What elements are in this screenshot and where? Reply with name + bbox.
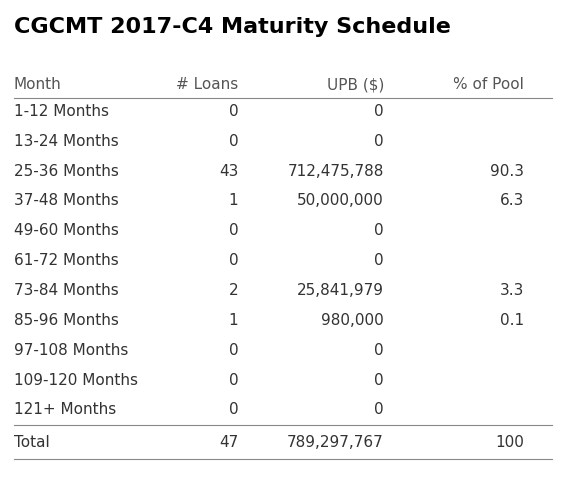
Text: 13-24 Months: 13-24 Months — [14, 134, 119, 149]
Text: 0: 0 — [374, 343, 384, 357]
Text: 0.1: 0.1 — [500, 313, 524, 328]
Text: 0: 0 — [229, 223, 238, 238]
Text: 25,841,979: 25,841,979 — [297, 283, 384, 298]
Text: 43: 43 — [219, 164, 238, 179]
Text: 0: 0 — [374, 402, 384, 417]
Text: 3.3: 3.3 — [500, 283, 524, 298]
Text: 980,000: 980,000 — [321, 313, 384, 328]
Text: 109-120 Months: 109-120 Months — [14, 373, 138, 388]
Text: 49-60 Months: 49-60 Months — [14, 223, 119, 238]
Text: 0: 0 — [374, 373, 384, 388]
Text: 6.3: 6.3 — [500, 193, 524, 208]
Text: 85-96 Months: 85-96 Months — [14, 313, 119, 328]
Text: 0: 0 — [374, 223, 384, 238]
Text: 0: 0 — [374, 104, 384, 119]
Text: 1: 1 — [229, 193, 238, 208]
Text: 0: 0 — [374, 134, 384, 149]
Text: 73-84 Months: 73-84 Months — [14, 283, 119, 298]
Text: 0: 0 — [229, 373, 238, 388]
Text: 97-108 Months: 97-108 Months — [14, 343, 128, 357]
Text: 50,000,000: 50,000,000 — [297, 193, 384, 208]
Text: 100: 100 — [495, 435, 524, 450]
Text: 2: 2 — [229, 283, 238, 298]
Text: CGCMT 2017-C4 Maturity Schedule: CGCMT 2017-C4 Maturity Schedule — [14, 17, 451, 37]
Text: 0: 0 — [229, 253, 238, 268]
Text: 121+ Months: 121+ Months — [14, 402, 116, 417]
Text: 0: 0 — [374, 253, 384, 268]
Text: 25-36 Months: 25-36 Months — [14, 164, 119, 179]
Text: 90.3: 90.3 — [490, 164, 524, 179]
Text: 0: 0 — [229, 104, 238, 119]
Text: 37-48 Months: 37-48 Months — [14, 193, 119, 208]
Text: 47: 47 — [219, 435, 238, 450]
Text: UPB ($): UPB ($) — [327, 77, 384, 93]
Text: 0: 0 — [229, 343, 238, 357]
Text: Total: Total — [14, 435, 50, 450]
Text: 61-72 Months: 61-72 Months — [14, 253, 119, 268]
Text: # Loans: # Loans — [176, 77, 238, 93]
Text: 0: 0 — [229, 402, 238, 417]
Text: 1: 1 — [229, 313, 238, 328]
Text: 789,297,767: 789,297,767 — [287, 435, 384, 450]
Text: Month: Month — [14, 77, 62, 93]
Text: % of Pool: % of Pool — [453, 77, 524, 93]
Text: 712,475,788: 712,475,788 — [287, 164, 384, 179]
Text: 0: 0 — [229, 134, 238, 149]
Text: 1-12 Months: 1-12 Months — [14, 104, 109, 119]
